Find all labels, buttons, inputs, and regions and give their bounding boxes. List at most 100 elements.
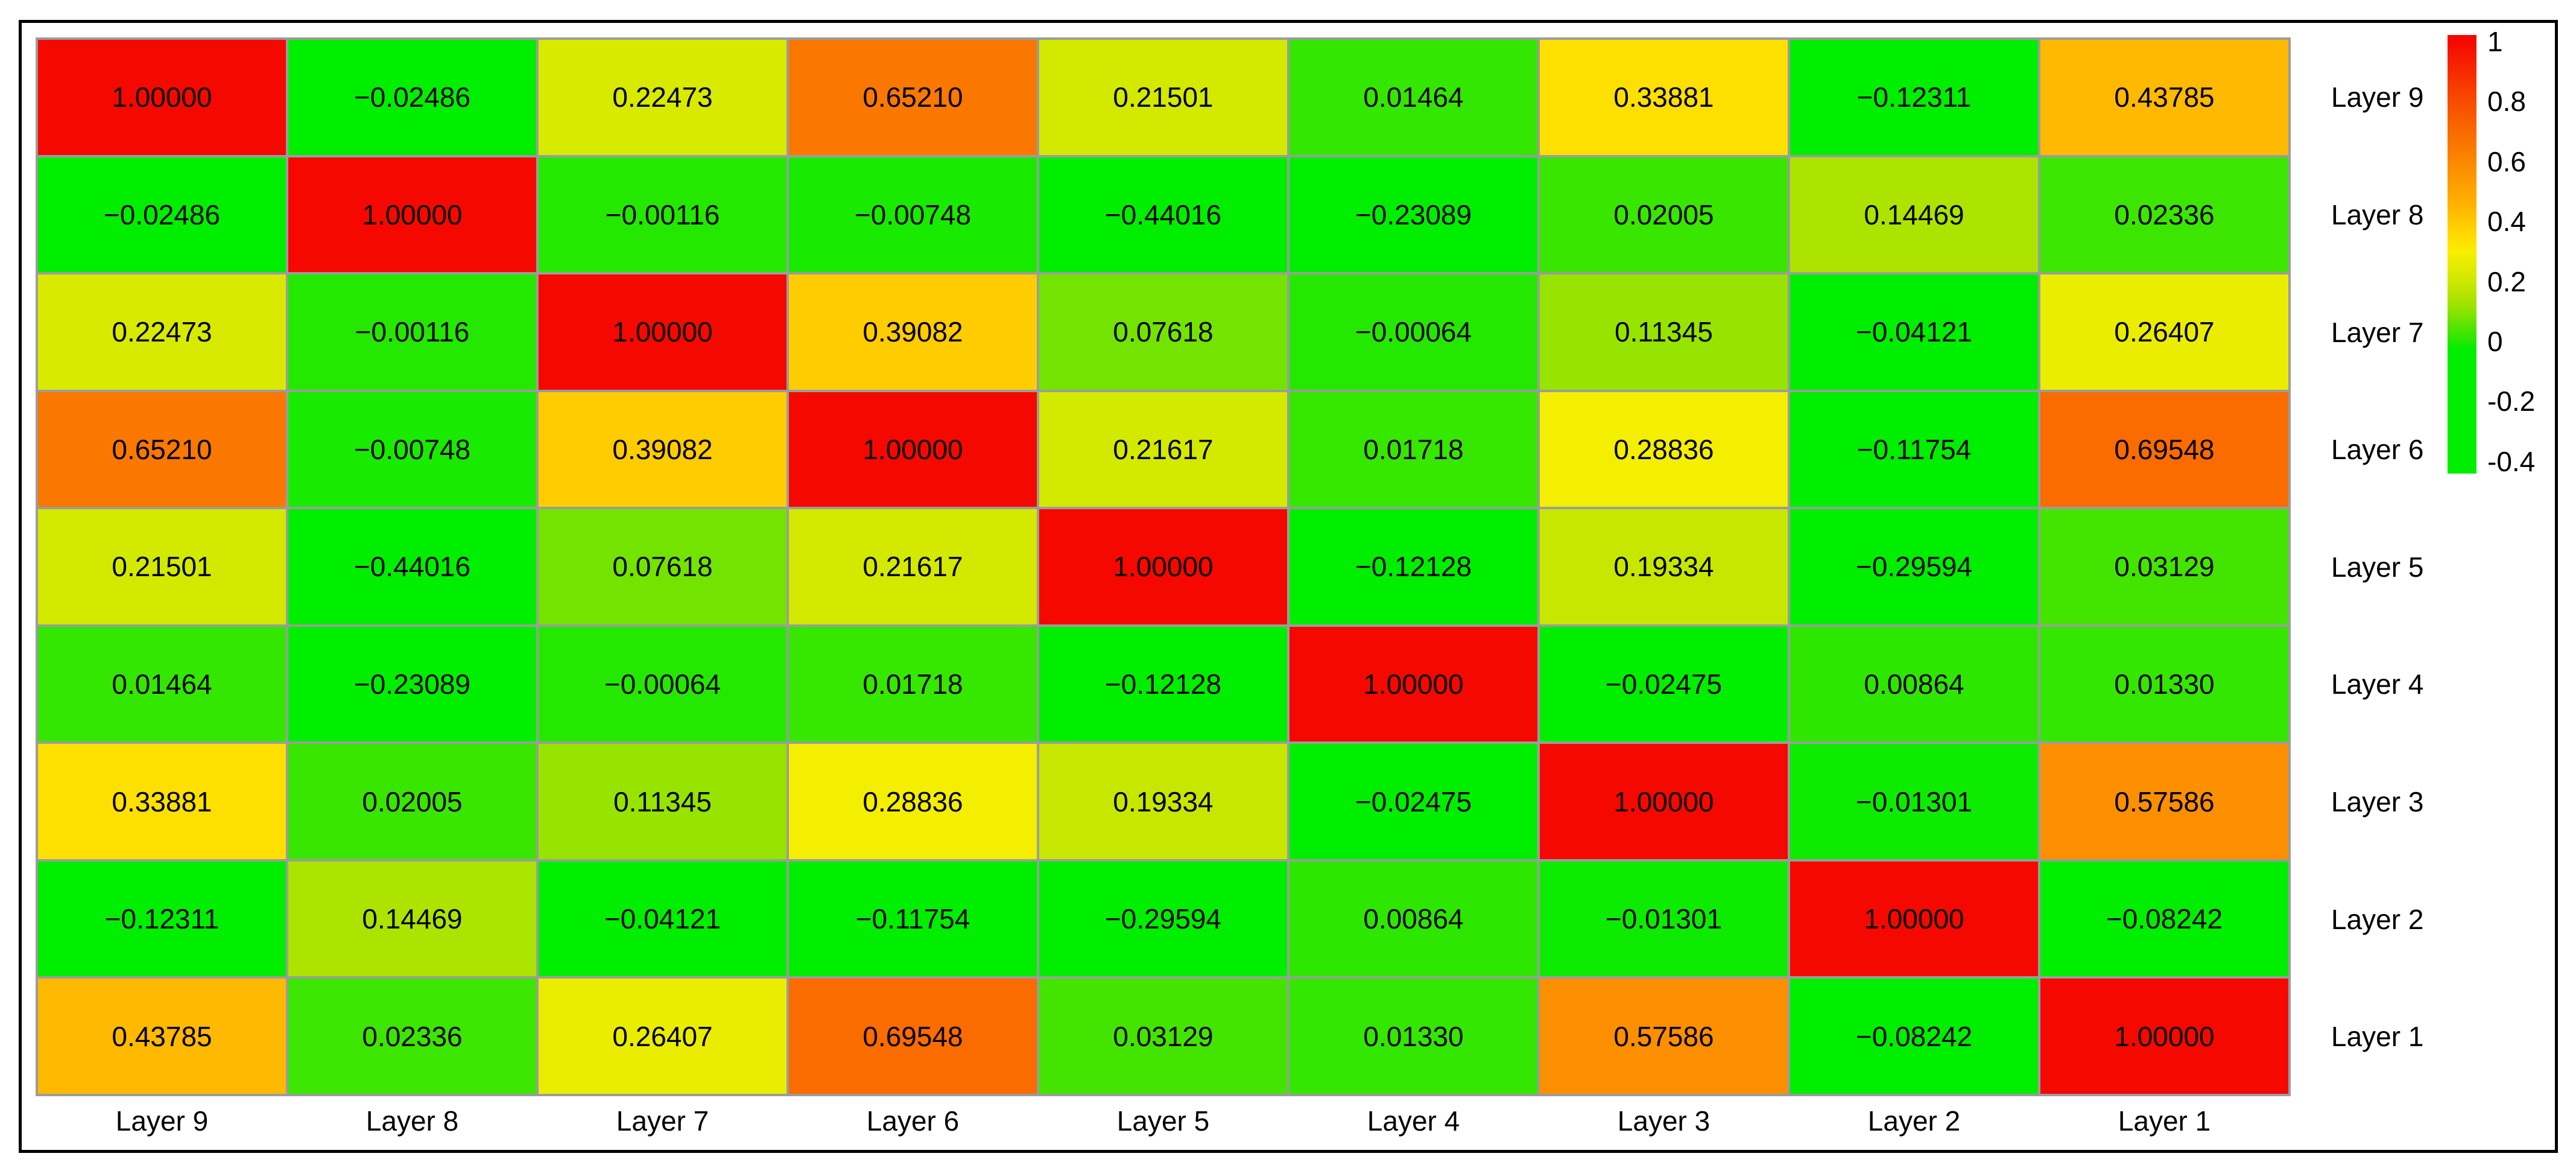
x-axis-label: Layer 6 <box>866 1105 960 1137</box>
matrix-cell: 0.57586 <box>2040 744 2288 859</box>
matrix-cell: −0.00748 <box>789 157 1037 273</box>
x-axis-label: Layer 3 <box>1617 1105 1710 1137</box>
matrix-cell: 0.11345 <box>1540 275 1788 390</box>
matrix-cell: 0.33881 <box>38 744 286 859</box>
x-axis-label: Layer 5 <box>1116 1105 1210 1137</box>
matrix-cell: 1.00000 <box>1790 861 2038 977</box>
matrix-cell: 1.00000 <box>1540 744 1788 859</box>
matrix-cell: 0.01464 <box>1290 40 1537 155</box>
matrix-cell: 0.39082 <box>539 392 786 507</box>
matrix-cell: 0.28836 <box>789 744 1037 859</box>
matrix-cell: 0.01718 <box>1290 392 1537 507</box>
matrix-cell: 0.01330 <box>2040 626 2288 742</box>
matrix-cell: 0.65210 <box>38 392 286 507</box>
matrix-cell: 0.69548 <box>2040 392 2288 507</box>
matrix-cell: −0.11754 <box>1790 392 2038 507</box>
x-axis-label: Layer 9 <box>115 1105 209 1137</box>
x-axis-label: Layer 7 <box>616 1105 709 1137</box>
matrix-cell: −0.02486 <box>38 157 286 273</box>
matrix-cell: −0.12311 <box>38 861 286 977</box>
y-axis-label: Layer 2 <box>2331 903 2424 935</box>
matrix-cell: −0.44016 <box>288 509 536 624</box>
y-axis-label: Layer 7 <box>2331 316 2424 348</box>
matrix-cell: −0.12128 <box>1039 626 1287 742</box>
matrix-cell: 1.00000 <box>789 392 1037 507</box>
matrix-cell: 0.01718 <box>789 626 1037 742</box>
matrix-cell: −0.00064 <box>539 626 786 742</box>
matrix-cell: −0.00748 <box>288 392 536 507</box>
matrix-cell: −0.12311 <box>1790 40 2038 155</box>
matrix-cell: −0.29594 <box>1790 509 2038 624</box>
matrix-cell: 0.00864 <box>1790 626 2038 742</box>
colorbar-tick-label: 0 <box>2487 326 2503 357</box>
matrix-cell: 0.14469 <box>288 861 536 977</box>
matrix-cell: −0.08242 <box>2040 861 2288 977</box>
matrix-cell: −0.23089 <box>1290 157 1537 273</box>
matrix-cell: 0.21617 <box>1039 392 1287 507</box>
x-axis-label: Layer 1 <box>2118 1105 2211 1137</box>
y-axis-label: Layer 4 <box>2331 668 2424 700</box>
matrix-cell: −0.08242 <box>1790 979 2038 1094</box>
matrix-cell: 0.03129 <box>1039 979 1287 1094</box>
matrix-cell: 0.69548 <box>789 979 1037 1094</box>
matrix-cell: 0.07618 <box>539 509 786 624</box>
matrix-cell: 1.00000 <box>539 275 786 390</box>
matrix-cell: 0.28836 <box>1540 392 1788 507</box>
matrix-cell: 0.33881 <box>1540 40 1788 155</box>
matrix-cell: 0.43785 <box>38 979 286 1094</box>
matrix-cell: 0.43785 <box>2040 40 2288 155</box>
matrix-cell: −0.01301 <box>1790 744 2038 859</box>
matrix-cell: −0.00064 <box>1290 275 1537 390</box>
matrix-cell: 0.14469 <box>1790 157 2038 273</box>
matrix-cell: −0.01301 <box>1540 861 1788 977</box>
y-axis-label: Layer 5 <box>2331 551 2424 583</box>
y-axis-label: Layer 8 <box>2331 198 2424 230</box>
matrix-cell: 0.00864 <box>1290 861 1537 977</box>
colorbar-gradient <box>2448 35 2476 474</box>
matrix-cell: −0.04121 <box>539 861 786 977</box>
matrix-cell: −0.00116 <box>288 275 536 390</box>
matrix-cell: 0.02005 <box>1540 157 1788 273</box>
matrix-cell: 0.21501 <box>38 509 286 624</box>
matrix-cell: 1.00000 <box>38 40 286 155</box>
matrix-cell: −0.12128 <box>1290 509 1537 624</box>
matrix-cell: 0.07618 <box>1039 275 1287 390</box>
colorbar-tick-label: 0.2 <box>2487 265 2526 297</box>
y-axis-label: Layer 1 <box>2331 1021 2424 1053</box>
matrix-cell: 0.03129 <box>2040 509 2288 624</box>
matrix-cell: −0.44016 <box>1039 157 1287 273</box>
colorbar-tick-label: 0.8 <box>2487 86 2526 118</box>
x-axis-label: Layer 2 <box>1867 1105 1961 1137</box>
x-axis-label: Layer 8 <box>366 1105 459 1137</box>
matrix-cell: 0.21617 <box>789 509 1037 624</box>
matrix-cell: 1.00000 <box>1039 509 1287 624</box>
matrix-cell: 0.26407 <box>2040 275 2288 390</box>
matrix-cell: −0.02475 <box>1540 626 1788 742</box>
matrix-cell: −0.11754 <box>789 861 1037 977</box>
colorbar-tick-label: -0.2 <box>2487 386 2536 417</box>
matrix-cell: 0.39082 <box>789 275 1037 390</box>
matrix-cell: 0.02336 <box>2040 157 2288 273</box>
matrix-cell: 0.21501 <box>1039 40 1287 155</box>
heatmap-grid: 1.00000 −0.02486 0.22473 0.65210 0.21501 0.01… <box>36 37 2291 1096</box>
matrix-cell: 0.01330 <box>1290 979 1537 1094</box>
matrix-cell: −0.23089 <box>288 626 536 742</box>
matrix-cell: 0.22473 <box>539 40 786 155</box>
matrix-cell: −0.00116 <box>539 157 786 273</box>
colorbar-tick-label: -0.4 <box>2487 445 2536 477</box>
matrix-cell: 0.65210 <box>789 40 1037 155</box>
y-axis-label: Layer 3 <box>2331 786 2424 817</box>
matrix-cell: 0.57586 <box>1540 979 1788 1094</box>
matrix-cell: 1.00000 <box>288 157 536 273</box>
matrix-cell: −0.02475 <box>1290 744 1537 859</box>
matrix-cell: 1.00000 <box>2040 979 2288 1094</box>
colorbar-tick-label: 1 <box>2487 26 2503 57</box>
colorbar-tick-label: 0.6 <box>2487 145 2526 177</box>
matrix-cell: 1.00000 <box>1290 626 1537 742</box>
matrix-cell: 0.26407 <box>539 979 786 1094</box>
matrix-cell: 0.19334 <box>1039 744 1287 859</box>
matrix-cell: 0.19334 <box>1540 509 1788 624</box>
matrix-cell: 0.11345 <box>539 744 786 859</box>
matrix-cell: 0.22473 <box>38 275 286 390</box>
